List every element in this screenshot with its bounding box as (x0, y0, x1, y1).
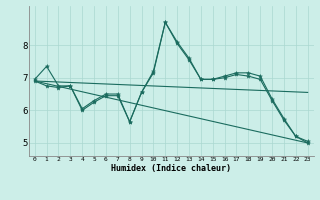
X-axis label: Humidex (Indice chaleur): Humidex (Indice chaleur) (111, 164, 231, 173)
